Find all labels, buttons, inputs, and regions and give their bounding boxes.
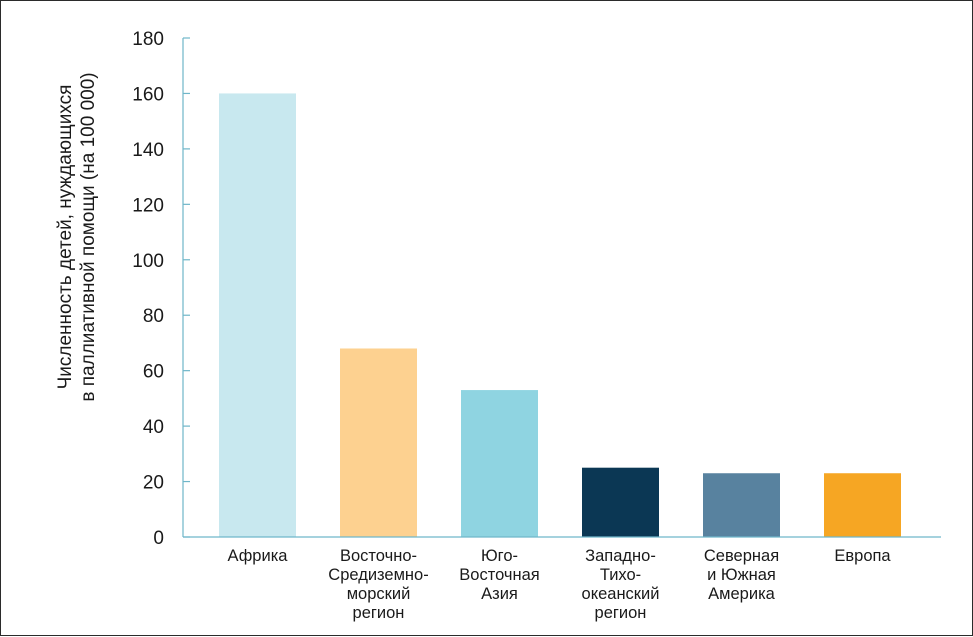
bar <box>461 390 538 537</box>
x-tick-label-line: Восточная <box>459 566 539 584</box>
y-tick-label: 120 <box>132 195 164 216</box>
y-tick-label: 40 <box>143 417 164 438</box>
x-tick-label: Северная и Южная Америка <box>704 547 779 603</box>
x-tick-label-line: Тихо- <box>600 566 641 584</box>
x-tick-label-line: Америка <box>708 585 776 603</box>
x-tick-label-line: Средиземно- <box>328 566 428 584</box>
x-tick-label-line: Северная <box>704 547 779 565</box>
x-tick-label-line: и Южная <box>707 566 776 584</box>
x-tick-label-line: регион <box>595 604 647 622</box>
x-tick-label-line: Азия <box>481 585 518 603</box>
x-axis: Африка Восточно-Средиземно-морский регионЮ… <box>183 536 941 622</box>
x-tick-label-line: Европа <box>834 547 891 565</box>
x-tick-label-line: Восточно- <box>340 547 417 565</box>
y-axis-title-line: в паллиативной помощи (на 100 000) <box>78 72 99 401</box>
y-tick-label: 0 <box>153 528 164 549</box>
y-tick-label: 20 <box>143 473 164 494</box>
bars <box>219 93 901 537</box>
y-tick-label: 160 <box>132 84 164 105</box>
x-tick-label-line: Африка <box>228 547 289 565</box>
x-tick-label: Юго-Восточная Азия <box>459 547 539 603</box>
bar <box>219 93 296 537</box>
y-tick-label: 80 <box>143 306 164 327</box>
bar <box>703 473 780 537</box>
y-tick-label: 140 <box>132 140 164 161</box>
x-tick-label: Западно-Тихо-океанский регион <box>582 547 660 622</box>
x-tick-label-line: регион <box>353 604 405 622</box>
y-axis-title: Численность детей, нуждающихся в паллиати… <box>55 72 99 401</box>
x-tick-label: Европа <box>834 547 891 565</box>
y-axis-title-line: Численность детей, нуждающихся <box>55 85 76 390</box>
y-tick-label: 100 <box>132 251 164 272</box>
bar <box>582 467 659 537</box>
x-tick-label-line: Западно- <box>585 547 656 565</box>
x-tick-label: Африка <box>228 547 289 565</box>
y-axis-title-text: Численность детей, нуждающихся в паллиати… <box>55 72 99 401</box>
y-axis: 0 20 40 60 80 100 120 140 160 180 <box>132 29 190 549</box>
bar <box>824 473 901 537</box>
x-tick-label: Восточно-Средиземно-морский регион <box>328 547 428 622</box>
y-tick-label: 60 <box>143 362 164 383</box>
bar <box>340 348 417 537</box>
x-tick-label-line: океанский <box>582 585 660 603</box>
y-tick-label: 180 <box>132 29 164 50</box>
x-tick-label-line: морский <box>347 585 411 603</box>
x-tick-label-line: Юго- <box>481 547 518 565</box>
